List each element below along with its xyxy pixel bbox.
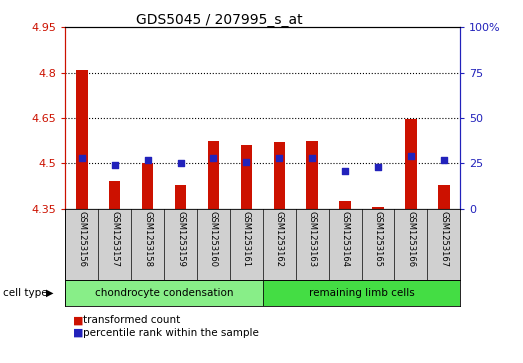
Bar [76, 70, 87, 209]
Text: chondrocyte condensation: chondrocyte condensation [95, 287, 233, 298]
Text: GSM1253166: GSM1253166 [406, 211, 415, 267]
Text: GSM1253162: GSM1253162 [275, 211, 284, 267]
Text: ■: ■ [73, 315, 84, 325]
Point [209, 155, 218, 161]
Bar [438, 184, 450, 209]
Text: GSM1253157: GSM1253157 [110, 211, 119, 267]
Text: ■: ■ [73, 328, 84, 338]
Text: GSM1253164: GSM1253164 [340, 211, 349, 267]
Text: GSM1253159: GSM1253159 [176, 211, 185, 267]
Point [77, 155, 86, 161]
Point [407, 153, 415, 159]
Text: GSM1253165: GSM1253165 [373, 211, 382, 267]
Text: cell type: cell type [3, 287, 47, 298]
Bar [109, 182, 120, 209]
Text: GSM1253158: GSM1253158 [143, 211, 152, 267]
Point [110, 162, 119, 168]
Point [275, 155, 283, 161]
Point [176, 160, 185, 166]
Bar [65, 280, 263, 306]
Bar [142, 163, 153, 209]
Point [341, 168, 349, 174]
Point [440, 157, 448, 163]
Bar [306, 140, 318, 209]
Bar [175, 184, 186, 209]
Point [374, 164, 382, 170]
Bar [372, 207, 384, 209]
Point [242, 159, 251, 164]
Text: ▶: ▶ [47, 287, 54, 298]
Bar [405, 119, 417, 209]
Text: transformed count: transformed count [83, 315, 180, 325]
Bar [339, 201, 351, 209]
Bar [263, 280, 460, 306]
Point [143, 157, 152, 163]
Bar [241, 145, 252, 209]
Text: remaining limb cells: remaining limb cells [309, 287, 414, 298]
Text: GSM1253160: GSM1253160 [209, 211, 218, 267]
Text: GSM1253163: GSM1253163 [308, 211, 316, 267]
Text: GSM1253161: GSM1253161 [242, 211, 251, 267]
Text: GSM1253156: GSM1253156 [77, 211, 86, 267]
Text: GDS5045 / 207995_s_at: GDS5045 / 207995_s_at [137, 13, 303, 27]
Point [308, 155, 316, 161]
Text: GSM1253167: GSM1253167 [439, 211, 448, 267]
Bar [208, 140, 219, 209]
Bar [274, 142, 285, 209]
Text: percentile rank within the sample: percentile rank within the sample [83, 328, 258, 338]
